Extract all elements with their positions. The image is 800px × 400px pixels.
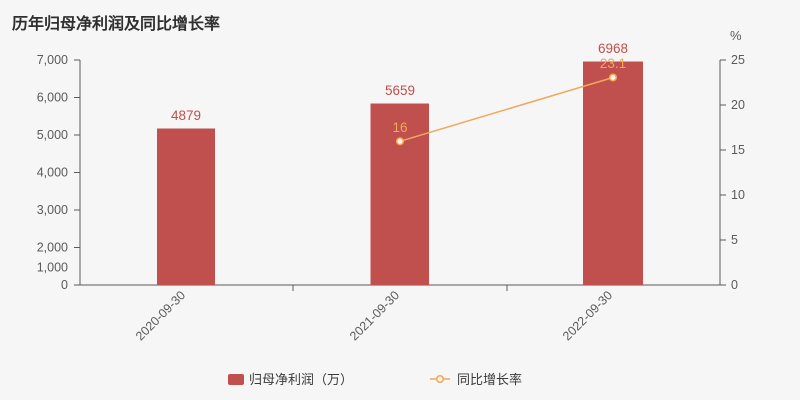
svg-text:10: 10 [731,188,745,202]
svg-text:3,000: 3,000 [37,203,68,217]
svg-text:2020-09-30: 2020-09-30 [133,288,188,343]
svg-text:同比增长率: 同比增长率 [457,372,522,387]
svg-text:0: 0 [731,278,738,292]
svg-text:16: 16 [392,120,407,135]
svg-text:6,000: 6,000 [37,91,68,105]
svg-text:15: 15 [731,143,745,157]
svg-text:5659: 5659 [385,83,415,98]
svg-text:25: 25 [731,53,745,67]
svg-text:2021-09-30: 2021-09-30 [347,288,402,343]
svg-text:20: 20 [731,98,745,112]
svg-text:%: % [730,28,742,43]
svg-text:4879: 4879 [171,108,201,123]
svg-text:1,000: 1,000 [37,261,68,275]
svg-text:归母净利润（万）: 归母净利润（万） [249,372,353,387]
svg-text:2022-09-30: 2022-09-30 [560,288,615,343]
svg-text:6968: 6968 [598,41,628,56]
svg-text:0: 0 [61,278,68,292]
svg-text:5: 5 [731,233,738,247]
svg-text:23.1: 23.1 [600,56,626,71]
svg-text:5,000: 5,000 [37,128,68,142]
svg-text:7,000: 7,000 [37,53,68,67]
svg-text:2,000: 2,000 [37,241,68,255]
svg-text:4,000: 4,000 [37,166,68,180]
